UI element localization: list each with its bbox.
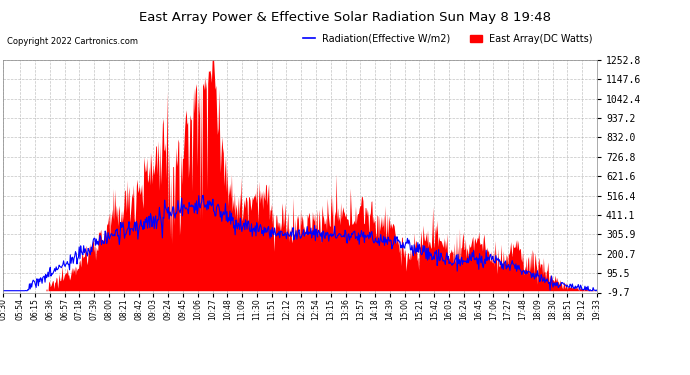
Text: Copyright 2022 Cartronics.com: Copyright 2022 Cartronics.com: [7, 38, 138, 46]
Text: East Array Power & Effective Solar Radiation Sun May 8 19:48: East Array Power & Effective Solar Radia…: [139, 11, 551, 24]
Legend: Radiation(Effective W/m2), East Array(DC Watts): Radiation(Effective W/m2), East Array(DC…: [299, 30, 597, 48]
